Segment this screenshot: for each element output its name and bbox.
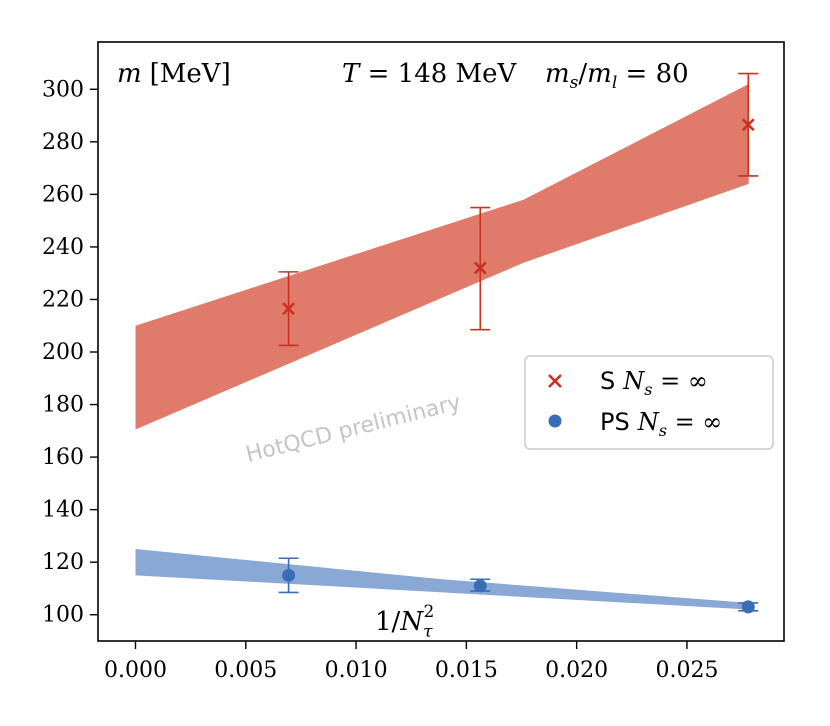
marker-x-stroke [282, 302, 295, 316]
x-tick-label: 0.010 [325, 658, 388, 683]
legend-marker-s [548, 374, 562, 388]
x-tick-label: 0.000 [104, 658, 167, 683]
plot-frame [97, 41, 785, 642]
y-tick-label: 200 [42, 340, 84, 365]
x-tick-label: 0.015 [435, 658, 498, 683]
y-tick-label: 240 [42, 235, 84, 260]
y-tick-label: 160 [42, 445, 84, 470]
y-tick-label: 140 [42, 498, 84, 523]
marker-x-stroke [473, 261, 487, 275]
title-temperature: T = 148 MeV [342, 59, 518, 89]
x-tick-label: 0.020 [545, 658, 608, 683]
y-tick-label: 260 [42, 182, 84, 207]
y-tick-label: 180 [42, 393, 84, 418]
watermark: HotQCD preliminary [243, 390, 463, 468]
y-tick-label: 100 [42, 603, 84, 628]
x-axis-ticks: 0.000 0.005 0.010 0.015 0.020 0.025 [104, 641, 718, 683]
data-point-s [473, 261, 487, 275]
title-mass-ratio: ms/ml = 80 [545, 59, 689, 93]
data-point-s [741, 118, 755, 132]
data-point-s [282, 302, 295, 316]
y-tick-label: 280 [42, 130, 84, 155]
legend-label-s: S Ns = ∞ [600, 367, 708, 399]
x-tick-label: 0.005 [214, 658, 277, 683]
y-axis-ticks: 100 120 140 160 180 200 220 240 260 280 300 [42, 77, 98, 628]
y-tick-label: 120 [42, 550, 84, 575]
band-ps [135, 549, 749, 610]
data-markers [282, 118, 755, 614]
legend-box [524, 355, 774, 450]
y-axis-annotation: m [MeV] [117, 59, 231, 89]
legend: S Ns = ∞ PS Ns = ∞ [524, 355, 774, 450]
y-tick-label: 220 [42, 287, 84, 312]
x-tick-label: 0.025 [655, 658, 718, 683]
confidence-bands [135, 84, 749, 610]
marker-x-stroke [741, 118, 755, 132]
data-point-ps [741, 600, 755, 614]
legend-marker-ps [548, 414, 562, 428]
data-point-ps [282, 568, 296, 582]
legend-label-ps: PS Ns = ∞ [600, 408, 722, 440]
data-point-ps [473, 579, 487, 593]
x-axis-label: 1/Nτ2 [375, 602, 434, 642]
y-tick-label: 300 [42, 77, 84, 102]
